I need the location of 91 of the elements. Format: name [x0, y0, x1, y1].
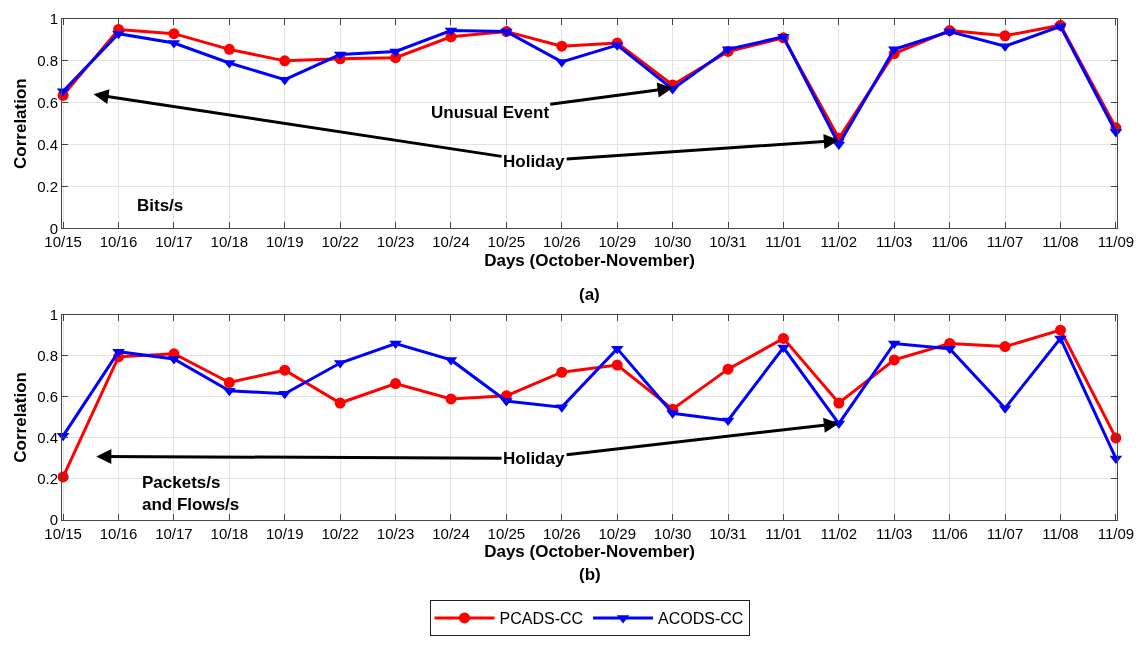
point — [833, 397, 845, 409]
x-tick-label: 11/02 — [820, 525, 858, 542]
x-tick-label: 11/02 — [820, 233, 858, 251]
x-tick-label: 10/17 — [155, 525, 193, 542]
annotation: Unusual Event — [431, 103, 550, 122]
y-tick-label: 0.2 — [37, 177, 58, 195]
annotation: Holiday — [503, 152, 565, 171]
x-tick-label: 10/19 — [265, 525, 304, 542]
x-tick-label: 11/07 — [986, 525, 1024, 542]
x-tick-label: 10/26 — [543, 525, 581, 542]
point — [333, 51, 347, 61]
x-tick-label: 10/31 — [709, 525, 747, 542]
point — [610, 345, 624, 355]
x-tick-label: 10/16 — [99, 233, 138, 251]
point — [223, 377, 235, 388]
y-tick-label: 0.2 — [37, 470, 58, 488]
y-tick-label: 0.8 — [37, 347, 58, 365]
point — [168, 28, 180, 40]
x-tick-label: 10/18 — [210, 233, 249, 251]
x-tick-label: 11/09 — [1097, 525, 1135, 542]
point — [390, 378, 402, 390]
x-tick-label: 10/19 — [265, 233, 304, 251]
x-tick-label: 10/18 — [210, 525, 249, 542]
x-tick-label: 10/26 — [543, 233, 581, 251]
x-tick-label: 10/16 — [99, 525, 138, 542]
point — [777, 332, 789, 344]
y-tick-label: 1 — [49, 10, 58, 28]
point — [112, 348, 125, 358]
point — [222, 387, 236, 397]
y-tick-label: 0.6 — [37, 93, 58, 111]
text: (b) — [579, 565, 601, 584]
x-tick-label: 10/31 — [709, 233, 747, 251]
x-tick-label: 11/01 — [765, 233, 802, 251]
annotation: Packets/s and Flows/s — [142, 473, 240, 515]
x-tick-label: 10/25 — [487, 233, 526, 251]
y-tick-label: 0.4 — [37, 429, 58, 447]
point — [556, 40, 568, 52]
point — [334, 397, 346, 409]
x-tick-label: 10/17 — [155, 233, 193, 251]
x-tick-label: 10/30 — [653, 525, 692, 542]
x-tick-label: 11/09 — [1097, 233, 1135, 251]
x-axis-title: Days (October-November) — [484, 542, 695, 562]
x-tick-label: 11/06 — [931, 525, 968, 542]
point — [445, 393, 457, 405]
x-tick-label: 10/22 — [321, 525, 359, 542]
y-axis-title: Correlation — [10, 372, 30, 463]
x-tick-label: 10/23 — [376, 233, 415, 251]
point — [389, 340, 402, 350]
legend-label: PCADS-CC — [499, 610, 584, 628]
point — [444, 27, 458, 37]
point — [832, 141, 846, 151]
point — [112, 30, 125, 40]
point — [279, 55, 291, 67]
text: (a) — [579, 285, 600, 304]
point — [611, 359, 623, 371]
x-tick-label: 11/03 — [876, 233, 913, 251]
x-tick-label: 10/23 — [376, 525, 415, 542]
point — [777, 344, 790, 354]
y-tick-label: 0.6 — [37, 388, 58, 406]
y-tick-label: 0.8 — [37, 52, 58, 70]
point — [722, 363, 734, 375]
legend-label: ACODS-CC — [658, 610, 744, 628]
x-tick-label: 10/29 — [598, 525, 636, 542]
y-tick-label: 1 — [49, 306, 58, 324]
x-tick-label: 10/22 — [321, 233, 359, 251]
x-tick-label: 11/08 — [1042, 233, 1079, 251]
x-tick-label: 10/24 — [432, 525, 470, 542]
x-axis-title: Days (October-November) — [484, 250, 695, 270]
x-tick-label: 10/25 — [487, 525, 526, 542]
point — [556, 366, 568, 378]
y-axis-title: Correlation — [10, 78, 30, 169]
x-tick-label: 11/01 — [765, 525, 802, 542]
annotation: Holiday — [503, 449, 565, 468]
point — [943, 345, 957, 355]
x-tick-label: 11/08 — [1042, 525, 1079, 542]
x-tick-label: 11/07 — [986, 233, 1024, 251]
point — [888, 354, 900, 366]
y-tick-label: 0.4 — [37, 135, 58, 153]
point — [279, 364, 291, 376]
point — [223, 43, 235, 55]
x-tick-label: 11/06 — [931, 233, 968, 251]
x-tick-label: 10/24 — [432, 233, 470, 251]
point — [999, 341, 1011, 353]
point — [887, 340, 901, 350]
x-tick-label: 11/03 — [876, 525, 913, 542]
x-tick-label: 10/29 — [598, 233, 636, 251]
annotation: Bits/s — [137, 196, 184, 215]
x-tick-label: 10/30 — [653, 233, 692, 251]
point — [999, 30, 1011, 42]
point — [1054, 324, 1066, 336]
point — [278, 76, 292, 86]
